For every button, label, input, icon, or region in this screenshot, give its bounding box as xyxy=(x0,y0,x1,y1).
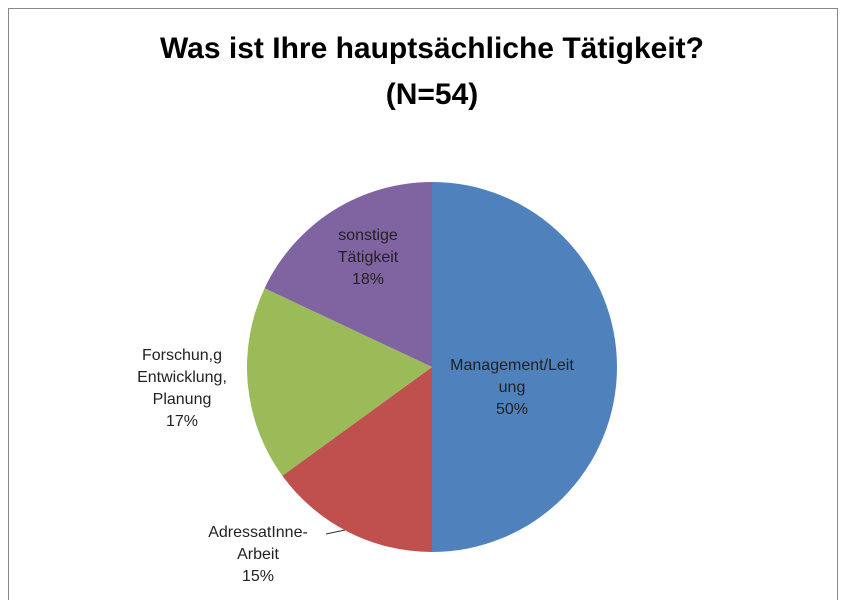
pie-slice xyxy=(264,182,432,367)
slice-label: Management/Leitung 50% xyxy=(447,355,577,421)
category-label: Management/Leitung xyxy=(450,357,574,396)
value-label: 15% xyxy=(241,568,275,585)
slice-label: AdressatInne-Arbeit 15% xyxy=(188,522,328,588)
pie-slice xyxy=(432,182,617,552)
slice-label: sonstige Tätigkeit 18% xyxy=(323,225,413,291)
pie-slice xyxy=(246,288,432,476)
value-label: 17% xyxy=(165,413,199,430)
category-label: AdressatInne-Arbeit xyxy=(208,524,308,563)
leader-line xyxy=(325,529,346,535)
slice-label: Forschun,g Entwicklung, Planung 17% xyxy=(130,345,235,433)
chart-title: (N=54) xyxy=(386,78,479,111)
pie-slice xyxy=(282,367,432,553)
category-label: sonstige Tätigkeit xyxy=(337,227,399,266)
value-label: 18% xyxy=(351,271,385,288)
category-label: Forschun,g Entwicklung, Planung xyxy=(137,347,227,408)
value-label: 50% xyxy=(495,401,529,418)
chart-title: Was ist Ihre hauptsächliche Tätigkeit? xyxy=(160,32,704,65)
